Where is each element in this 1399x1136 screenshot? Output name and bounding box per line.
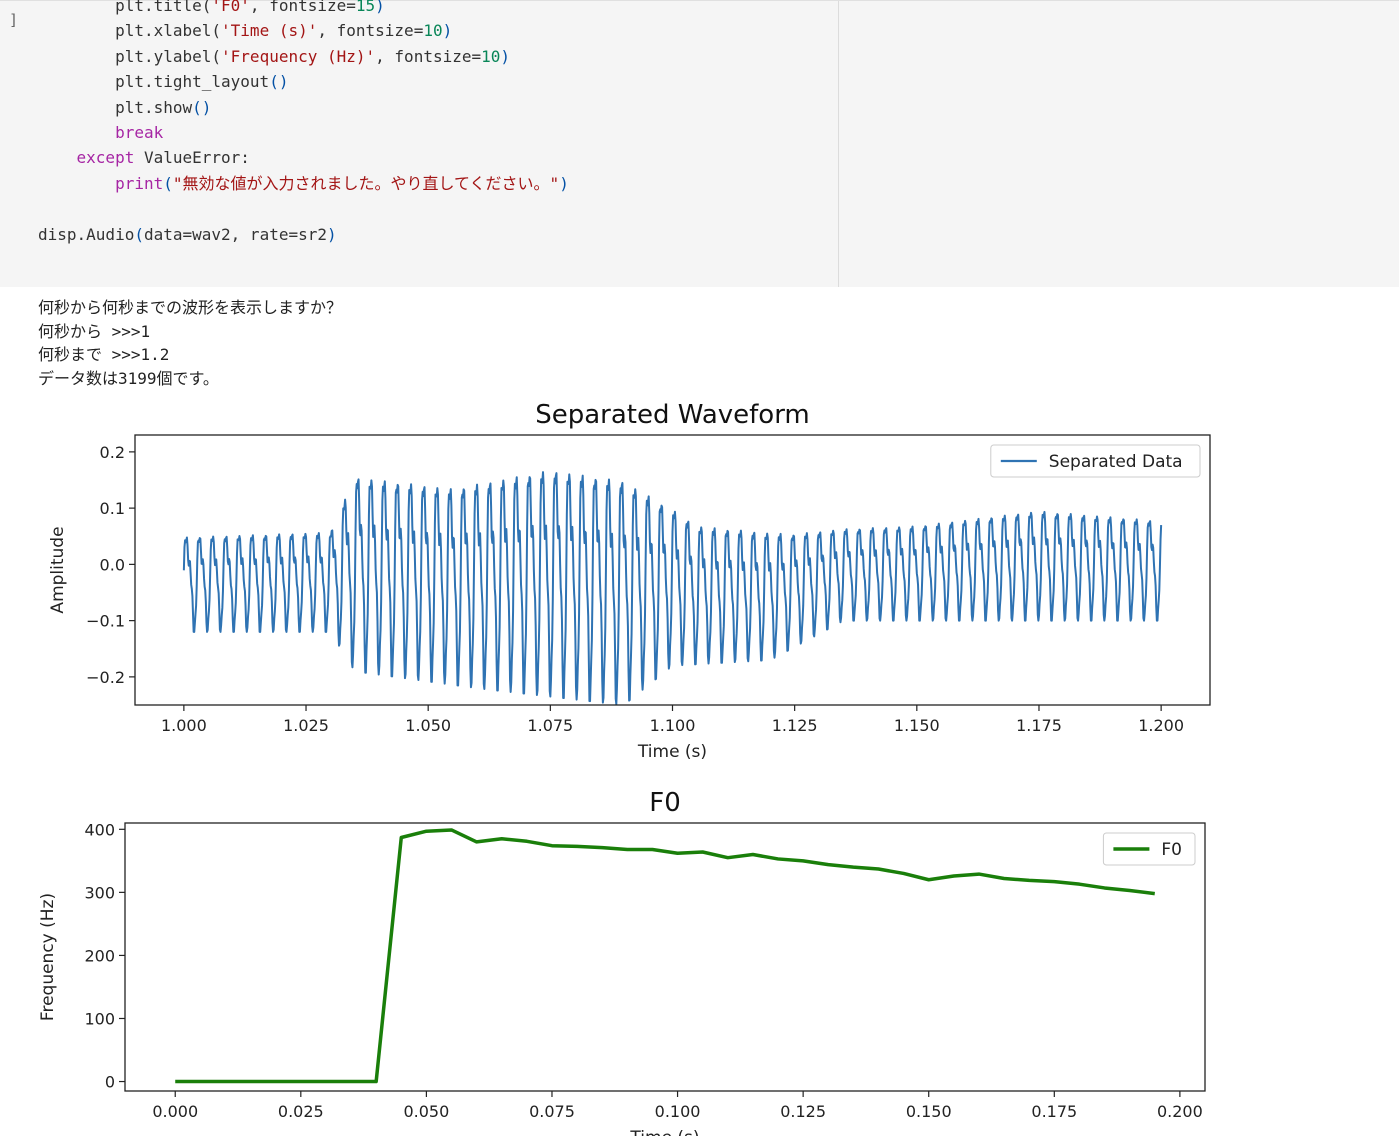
code-token: 10 xyxy=(481,46,501,66)
x-tick-label: 1.075 xyxy=(527,716,573,735)
code-token: 15 xyxy=(355,0,376,15)
code-token: plt.title( xyxy=(38,0,212,15)
code-token: ) xyxy=(327,224,337,244)
code-token: ) xyxy=(500,46,511,66)
code-line: plt.show() xyxy=(38,98,211,117)
code-line: plt.tight_layout() xyxy=(38,72,288,91)
y-tick-label: 0.0 xyxy=(100,555,125,574)
code-line: except ValueError: xyxy=(38,148,250,167)
legend: F0 xyxy=(1102,832,1196,866)
output-line: 何秒まで >>>1.2 xyxy=(38,345,170,364)
cell-divider xyxy=(838,1,839,287)
legend-box xyxy=(990,444,1201,478)
x-tick-label: 0.175 xyxy=(1031,1102,1077,1121)
x-tick-label: 0.050 xyxy=(403,1102,449,1121)
legend-label: Separated Data xyxy=(1049,452,1183,472)
y-tick-label: 100 xyxy=(84,1009,115,1028)
x-tick-label: 1.150 xyxy=(894,716,940,735)
waveform-chart: Separated Waveform 1.000 1.025 1.050 1.075 1.… xyxy=(48,400,1211,762)
x-tick-label: 1.050 xyxy=(405,716,451,735)
code-token: () xyxy=(192,97,212,117)
code-token: ) xyxy=(442,21,453,41)
code-token: , fontsize= xyxy=(249,0,356,15)
x-tick-label: 0.150 xyxy=(906,1102,952,1121)
code-token: ) xyxy=(375,0,385,15)
code-token: "無効な値が入力されました。やり直してください。" xyxy=(172,173,560,193)
code-token xyxy=(38,174,115,193)
x-tick-label: 1.200 xyxy=(1138,716,1184,735)
code-token: break xyxy=(115,123,164,143)
output-line: 何秒から何秒までの波形を表示しますか？ xyxy=(38,298,343,317)
code-token: plt.xlabel( xyxy=(38,21,222,41)
code-token: ValueError: xyxy=(134,148,250,168)
code-token: plt.show xyxy=(38,97,193,117)
series-line xyxy=(175,828,1155,1084)
x-tick-label: 0.200 xyxy=(1157,1102,1203,1121)
plot-frame xyxy=(124,822,1206,1092)
x-tick-label: 0.000 xyxy=(152,1102,198,1121)
code-token: except xyxy=(76,148,135,168)
code-token: , fontsize= xyxy=(375,46,482,66)
y-axis-label: Frequency (Hz) xyxy=(38,893,58,1021)
cell-prompt: ] xyxy=(9,11,19,29)
y-tick-label: 300 xyxy=(84,883,115,902)
code-token: () xyxy=(269,72,289,92)
code-token: data=wav2, rate=sr2 xyxy=(143,224,327,244)
code-token: print xyxy=(115,173,164,193)
chart-title: Separated Waveform xyxy=(535,400,810,430)
code-token: 'Time (s)' xyxy=(221,21,318,41)
y-tick-label: −0.1 xyxy=(86,612,125,631)
code-token: 'Frequency (Hz)' xyxy=(221,46,376,66)
code-line: plt.title('F0', fontsize=15) xyxy=(38,0,385,15)
code-token: ( xyxy=(163,173,173,193)
code-line: plt.xlabel('Time (s)', fontsize=10) xyxy=(38,21,452,40)
x-axis-label: Time (s) xyxy=(637,742,707,762)
cell-output-text: 何秒から何秒までの波形を表示しますか？ 何秒から >>>1 何秒まで >>>1.… xyxy=(38,296,342,390)
y-tick-label: −0.2 xyxy=(86,668,125,687)
code-token: ) xyxy=(559,173,569,193)
y-tick-label: 0.2 xyxy=(100,443,125,462)
chart-title: F0 xyxy=(649,788,681,818)
x-tick-label: 0.125 xyxy=(780,1102,826,1121)
code-token: 'F0' xyxy=(211,0,250,15)
x-tick-label: 1.000 xyxy=(161,716,207,735)
y-axis-label: Amplitude xyxy=(48,526,68,613)
code-token xyxy=(38,148,77,167)
code-editor[interactable]: plt.title('F0', fontsize=15) plt.xlabel(… xyxy=(38,0,569,247)
f0-chart: F0 0.000 0.025 0.050 0.075 0.100 0.125 0.150 0.1… xyxy=(38,788,1206,1136)
code-token: 10 xyxy=(423,21,443,41)
code-line: disp.Audio(data=wav2, rate=sr2) xyxy=(38,225,337,244)
code-token: plt.ylabel( xyxy=(38,46,222,66)
output-line: 何秒から >>>1 xyxy=(38,321,151,341)
code-token xyxy=(38,123,115,142)
x-tick-label: 0.075 xyxy=(529,1102,575,1121)
code-token: ( xyxy=(134,224,144,244)
x-tick-label: 1.100 xyxy=(650,716,696,735)
code-cell-input[interactable]: ] plt.title('F0', fontsize=15) plt.xlabe… xyxy=(0,0,1399,287)
legend: Separated Data xyxy=(990,444,1201,478)
code-token: disp.Audio xyxy=(38,224,135,244)
legend-label: F0 xyxy=(1161,840,1182,860)
y-tick-label: 400 xyxy=(84,820,115,839)
output-line: データ数は3199個です。 xyxy=(38,368,219,388)
code-line: print("無効な値が入力されました。やり直してください。") xyxy=(38,174,569,193)
series-line xyxy=(182,471,1163,706)
x-tick-label: 1.175 xyxy=(1016,716,1062,735)
x-tick-label: 1.025 xyxy=(283,716,329,735)
x-axis-label: Time (s) xyxy=(629,1128,699,1136)
x-tick-label: 0.100 xyxy=(655,1102,701,1121)
y-tick-label: 0 xyxy=(105,1073,115,1092)
y-tick-label: 200 xyxy=(84,946,115,965)
code-token: plt.tight_layout xyxy=(38,72,270,92)
x-tick-label: 1.125 xyxy=(772,716,818,735)
code-line: break xyxy=(38,123,163,142)
code-line: plt.ylabel('Frequency (Hz)', fontsize=10… xyxy=(38,47,510,66)
x-tick-label: 0.025 xyxy=(278,1102,324,1121)
code-token: , fontsize= xyxy=(317,21,424,41)
y-tick-label: 0.1 xyxy=(100,499,125,518)
